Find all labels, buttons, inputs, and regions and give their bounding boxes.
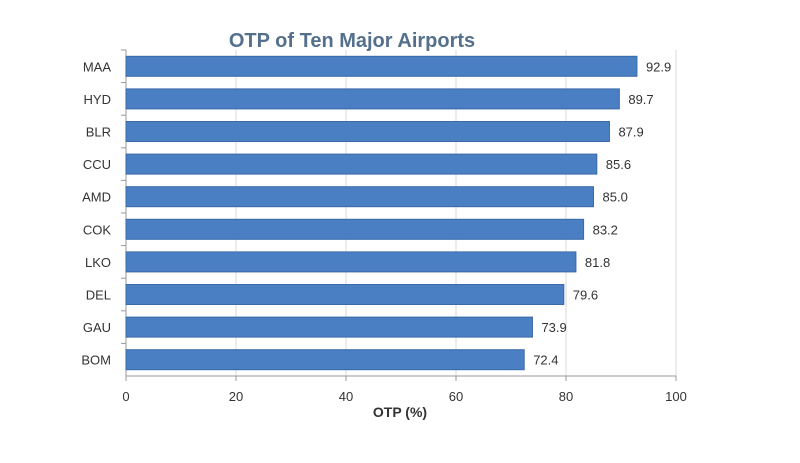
x-tick-label: 80 [559, 389, 573, 404]
category-label: COK [83, 222, 112, 237]
value-label: 85.6 [606, 157, 631, 172]
bar-bom [125, 349, 525, 371]
bar-hyd [125, 88, 620, 110]
category-label: HYD [84, 92, 111, 107]
x-tick-label: 20 [229, 389, 243, 404]
category-label: BOM [81, 353, 111, 368]
category-label: DEL [86, 288, 111, 303]
x-axis-label: OTP (%) [373, 404, 427, 420]
x-tick-label: 40 [339, 389, 353, 404]
category-label: GAU [83, 320, 111, 335]
value-label: 79.6 [573, 288, 598, 303]
value-label: 83.2 [593, 222, 618, 237]
bar-maa [125, 55, 638, 77]
x-tick-label: 0 [122, 389, 129, 404]
value-label: 92.9 [646, 59, 671, 74]
bar-gau [125, 316, 533, 338]
bar-ccu [125, 153, 598, 175]
category-label: CCU [83, 157, 111, 172]
value-label: 81.8 [585, 255, 610, 270]
value-label: 85.0 [603, 190, 628, 205]
bar-lko [125, 251, 577, 273]
value-label: 87.9 [618, 125, 643, 140]
category-label: BLR [86, 125, 111, 140]
category-label: LKO [85, 255, 111, 270]
value-label: 89.7 [628, 92, 653, 107]
x-tick-label: 60 [449, 389, 463, 404]
chart-title: OTP of Ten Major Airports [229, 30, 475, 52]
category-label: AMD [82, 190, 111, 205]
value-label: 73.9 [541, 320, 566, 335]
bar-blr [125, 121, 610, 142]
bar-amd [125, 186, 594, 208]
x-tick-label: 100 [665, 389, 687, 404]
bar-cok [125, 218, 585, 240]
category-label: MAA [83, 59, 112, 74]
value-label: 72.4 [533, 353, 558, 368]
bar-del [125, 284, 565, 305]
